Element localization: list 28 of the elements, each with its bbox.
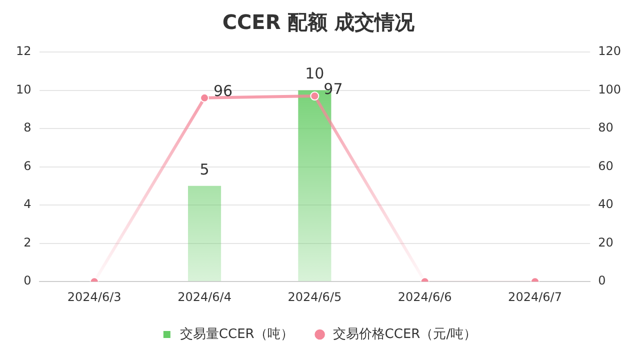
y-tick-label: 10 <box>16 82 32 96</box>
legend-label: 交易价格CCER（元/吨） <box>332 326 477 342</box>
legend-label: 交易量CCER（吨） <box>180 326 294 342</box>
y2-tick-label: 100 <box>598 82 621 96</box>
x-tick-label: 2024/6/3 <box>67 290 122 304</box>
x-tick-label: 2024/6/5 <box>288 290 342 304</box>
y-tick-label: 4 <box>24 197 32 212</box>
x-tick-label: 2024/6/7 <box>508 290 562 304</box>
chart-title: CCER 配额 成交情况 <box>222 10 416 34</box>
y2-tick-label: 40 <box>598 197 614 212</box>
y-tick-label: 6 <box>24 158 32 173</box>
y-tick-label: 12 <box>16 44 32 58</box>
x-tick-label: 2024/6/4 <box>178 290 232 304</box>
y2-tick-label: 60 <box>598 158 614 173</box>
y2-tick-label: 0 <box>598 274 606 288</box>
y-tick-label: 0 <box>24 274 32 288</box>
point <box>200 93 210 102</box>
x-tick-label: 2024/6/6 <box>398 290 452 304</box>
data-label: 97 <box>324 80 343 98</box>
y2-tick-label: 80 <box>598 120 614 135</box>
y-tick-label: 2 <box>24 235 32 250</box>
point <box>310 92 320 101</box>
data-label: 96 <box>214 82 233 100</box>
y2-tick-label: 20 <box>598 235 614 250</box>
y2-tick-label: 120 <box>598 44 621 58</box>
data-label: 10 <box>305 64 324 83</box>
y-tick-label: 8 <box>24 120 32 135</box>
data-label: 5 <box>200 160 210 178</box>
